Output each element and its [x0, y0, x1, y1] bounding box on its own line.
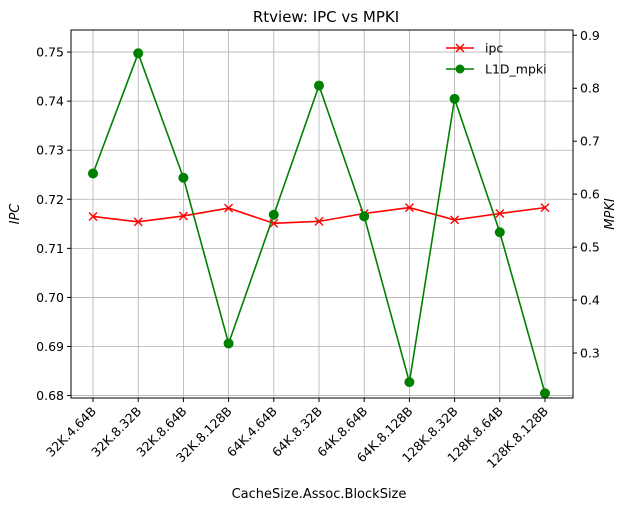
marker-stroke: [495, 209, 505, 219]
marker-stroke: [133, 217, 143, 227]
right-y-tick-label: 0.7: [580, 134, 600, 149]
left-y-tick-label: 0.74: [36, 94, 64, 109]
x-axis-label: CacheSize.Assoc.BlockSize: [232, 487, 407, 502]
data-point-ipc: [404, 203, 414, 213]
right-y-axis: 0.3 0.4 0.5 0.6 0.7 0.8 0.9: [573, 28, 600, 360]
grid-lines: [71, 30, 573, 398]
left-y-tick-label: 0.71: [36, 241, 64, 256]
right-y-tick-label: 0.9: [580, 28, 600, 43]
data-point-L1D_mpki: [268, 209, 279, 220]
plot-frame: [70, 29, 574, 399]
data-point-L1D_mpki: [494, 227, 505, 238]
legend-item-L1D_mpki: L1D_mpki: [446, 62, 547, 77]
data-point-L1D_mpki: [223, 338, 234, 349]
right-y-axis-label: MPKI: [603, 198, 618, 230]
marker-stroke: [224, 203, 234, 213]
legend-marker: [455, 64, 465, 74]
marker-stroke: [314, 216, 324, 226]
right-y-tick-label: 0.4: [580, 293, 600, 308]
left-y-tick-label: 0.73: [36, 143, 64, 158]
left-y-tick-label: 0.72: [36, 192, 64, 207]
plot-series: [88, 48, 550, 399]
data-point-L1D_mpki: [314, 80, 324, 91]
data-point-ipc: [450, 215, 460, 225]
right-y-tick-label: 0.6: [580, 187, 600, 202]
data-point-L1D_mpki: [449, 93, 460, 104]
right-y-tick-label: 0.3: [580, 345, 600, 360]
data-point-ipc: [224, 203, 234, 213]
legend-label: L1D_mpki: [485, 62, 547, 77]
right-y-tick-label: 0.8: [580, 81, 600, 96]
data-point-L1D_mpki: [178, 172, 189, 183]
legend: ipc L1D_mpki: [446, 41, 547, 77]
left-y-tick-label: 0.68: [36, 388, 64, 403]
data-point-L1D_mpki: [540, 388, 550, 399]
data-point-L1D_mpki: [359, 211, 370, 222]
data-point-L1D_mpki: [404, 377, 415, 388]
left-y-tick-label: 0.69: [36, 339, 64, 354]
left-y-axis: 0.68 0.69 0.70 0.71 0.72 0.73 0.74 0.75: [36, 45, 71, 403]
data-point-ipc: [314, 216, 324, 226]
data-point-ipc: [495, 209, 505, 219]
marker-stroke: [540, 203, 550, 213]
data-point-L1D_mpki: [133, 48, 144, 59]
chart-title: Rtview: IPC vs MPKI: [253, 8, 399, 26]
marker-stroke: [88, 211, 98, 221]
marker-stroke: [404, 203, 414, 213]
right-y-tick-label: 0.5: [580, 240, 600, 255]
legend-label: ipc: [485, 41, 503, 56]
legend-marker: [455, 43, 465, 53]
data-point-ipc: [88, 211, 98, 221]
data-point-L1D_mpki: [88, 168, 98, 179]
marker-stroke: [178, 211, 188, 221]
legend-item-ipc: ipc: [446, 41, 503, 56]
data-point-ipc: [540, 203, 550, 213]
data-point-ipc: [133, 217, 143, 227]
left-y-tick-label: 0.75: [36, 45, 64, 60]
left-y-tick-label: 0.70: [36, 290, 64, 305]
marker-stroke: [450, 215, 460, 225]
left-y-axis-label: IPC: [8, 203, 23, 225]
marker-stroke: [269, 218, 279, 228]
data-point-ipc: [178, 211, 188, 221]
x-axis: 32K.4.64B32K.8.32B32K.8.64B32K.8.128B64K…: [43, 398, 551, 471]
